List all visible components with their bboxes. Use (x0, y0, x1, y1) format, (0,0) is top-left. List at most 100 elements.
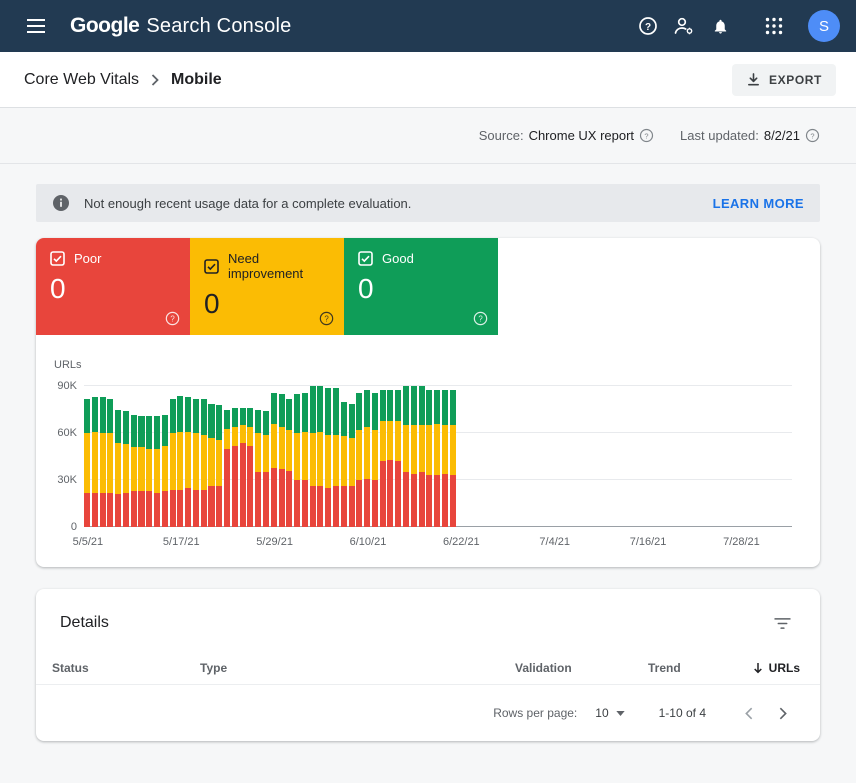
chart-bar[interactable] (348, 377, 355, 527)
chart-bar[interactable] (224, 377, 231, 527)
chart-bar[interactable] (418, 377, 425, 527)
last-updated-help-icon[interactable]: ? (805, 128, 820, 143)
learn-more-link[interactable]: LEARN MORE (712, 195, 804, 211)
export-button-label: EXPORT (769, 72, 822, 87)
chart-bar[interactable] (371, 377, 378, 527)
chart-bar[interactable] (340, 377, 347, 527)
column-header-status[interactable]: Status (52, 660, 89, 675)
chart-bar[interactable] (99, 377, 106, 527)
chart-bar[interactable] (387, 377, 394, 527)
chart-x-tick: 5/17/21 (162, 536, 200, 548)
chart-bar[interactable] (239, 377, 246, 527)
chart-bar[interactable] (138, 377, 145, 527)
chart-bar[interactable] (441, 377, 448, 527)
chart-x-tick: 6/22/21 (442, 536, 480, 548)
chart-y-tick: 0 (70, 521, 77, 533)
banner-message: Not enough recent usage data for a compl… (84, 195, 412, 211)
chart-bar[interactable] (278, 377, 285, 527)
chart-bar[interactable] (364, 377, 371, 527)
tile-help-icon[interactable]: ? (473, 311, 488, 326)
chart-bar[interactable] (146, 377, 153, 527)
chart-bar[interactable] (379, 377, 386, 527)
chart-bar[interactable] (325, 377, 332, 527)
help-icon[interactable]: ? (630, 8, 666, 44)
avatar[interactable]: S (808, 10, 840, 42)
chart-bar[interactable] (262, 377, 269, 527)
chart-bar[interactable] (200, 377, 207, 527)
logo-google-text: Google (70, 14, 140, 37)
breadcrumb-section[interactable]: Core Web Vitals (24, 70, 140, 88)
tile-poor[interactable]: Poor 0 ? (36, 238, 190, 335)
chart-bar[interactable] (255, 377, 262, 527)
chart-bar[interactable] (185, 377, 192, 527)
chart-bar[interactable] (84, 377, 91, 527)
chart-bar[interactable] (154, 377, 161, 527)
column-header-type[interactable]: Type (200, 660, 228, 675)
menu-icon[interactable] (16, 6, 56, 46)
tile-help-icon[interactable]: ? (165, 311, 180, 326)
breadcrumb-current-page: Mobile (171, 70, 222, 88)
chart-x-tick: 5/5/21 (72, 536, 104, 548)
source-meta: Source: Chrome UX report ? (479, 128, 654, 143)
chart-bar[interactable] (177, 377, 184, 527)
chart-bar[interactable] (426, 377, 433, 527)
chart-bar[interactable] (410, 377, 417, 527)
checkbox-checked-icon[interactable] (358, 251, 373, 266)
tile-help-icon[interactable]: ? (319, 311, 334, 326)
tile-need-improvement[interactable]: Need improvement 0 ? (190, 238, 344, 335)
chart-bar[interactable] (286, 377, 293, 527)
chart-bar[interactable] (247, 377, 254, 527)
chart-bar[interactable] (402, 377, 410, 527)
chart-bar[interactable] (356, 377, 363, 527)
user-settings-icon[interactable] (666, 8, 702, 44)
rows-per-page-label: Rows per page: (493, 706, 578, 720)
app-logo[interactable]: Google Search Console (70, 14, 291, 38)
chart-bar[interactable] (309, 377, 316, 527)
source-label: Source: (478, 128, 524, 143)
chart-bar[interactable] (449, 377, 456, 527)
chart-y-tick: 60K (57, 427, 77, 440)
column-header-trend[interactable]: Trend (648, 660, 681, 675)
chart-bar[interactable] (317, 377, 324, 527)
notifications-bell-icon[interactable] (702, 8, 738, 44)
chart-bar[interactable] (332, 377, 340, 527)
checkbox-checked-icon[interactable] (50, 251, 65, 266)
sort-descending-arrow-icon (752, 662, 764, 674)
last-updated-label: Last updated: (680, 128, 759, 143)
chart-bar[interactable] (216, 377, 223, 527)
chart-bar[interactable] (122, 377, 129, 527)
chart-bar[interactable] (301, 377, 308, 527)
tile-label: Poor (74, 251, 102, 266)
report-meta-row: Source: Chrome UX report ? Last updated:… (0, 108, 856, 164)
apps-grid-icon[interactable] (756, 8, 792, 44)
chart-bar[interactable] (208, 377, 215, 527)
source-help-icon[interactable]: ? (639, 128, 654, 143)
chart-bar[interactable] (107, 377, 114, 527)
chart-y-tick: 30K (57, 474, 77, 487)
chart-bar[interactable] (231, 377, 238, 527)
chart-x-axis: 5/5/21 5/17/21 5/29/21 6/10/21 6/22/21 7/4/21… (73, 527, 792, 553)
chart-bar[interactable] (130, 377, 137, 527)
chart-bar[interactable] (115, 377, 122, 527)
export-button[interactable]: EXPORT (732, 63, 836, 96)
svg-text:?: ? (645, 22, 651, 33)
filter-icon[interactable] (768, 609, 796, 637)
dropdown-caret-icon (615, 710, 625, 716)
checkbox-checked-icon[interactable] (204, 258, 219, 274)
tile-good[interactable]: Good 0 ? (344, 238, 498, 335)
chart-y-tick: 90K (57, 380, 77, 393)
chart-bar[interactable] (395, 377, 402, 527)
previous-page-icon[interactable] (732, 696, 766, 730)
column-header-urls[interactable]: URLs (752, 661, 800, 675)
rows-per-page-select[interactable]: 10 (595, 706, 625, 720)
source-value: Chrome UX report (528, 128, 635, 143)
chart-bar[interactable] (434, 377, 441, 527)
chart-bar[interactable] (169, 377, 176, 527)
chart-bar[interactable] (91, 377, 98, 527)
chart-bar[interactable] (270, 377, 277, 527)
chart-bar[interactable] (161, 377, 168, 527)
next-page-icon[interactable] (766, 696, 800, 730)
chart-bar[interactable] (192, 377, 199, 527)
chart-bar[interactable] (294, 377, 301, 527)
column-header-validation[interactable]: Validation (515, 660, 572, 675)
